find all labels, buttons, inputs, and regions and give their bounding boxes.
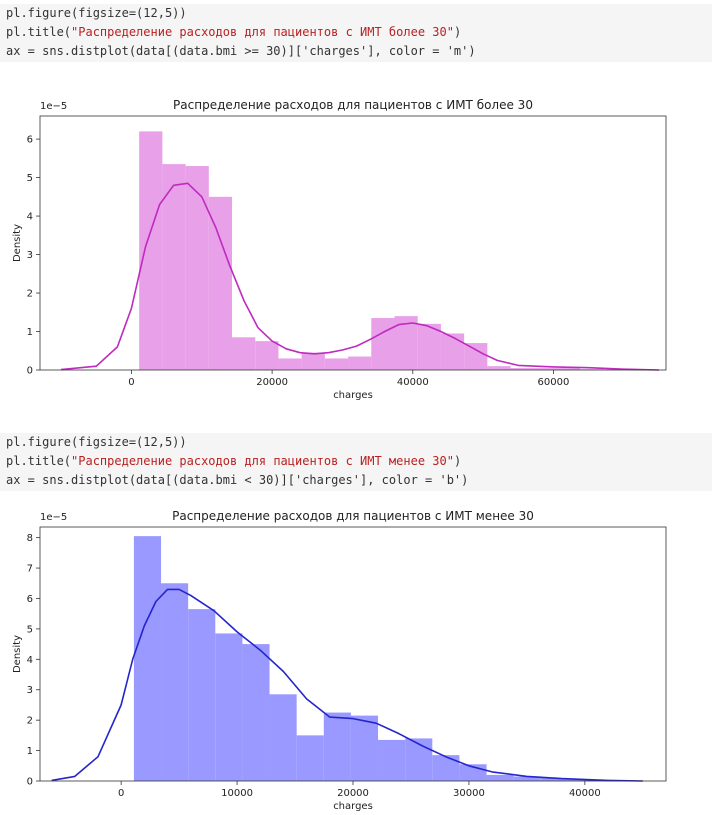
histogram-bar (278, 358, 302, 370)
x-tick-label: 40000 (569, 788, 601, 799)
x-tick-label: 0 (128, 377, 134, 388)
code-cell-1[interactable]: pl.figure(figsize=(12,5)) pl.title("Расп… (0, 4, 712, 62)
y-axis-label: Density (12, 635, 23, 673)
histogram-bar (556, 368, 581, 370)
histogram-bar (323, 712, 351, 781)
histogram-bar (133, 536, 162, 781)
x-tick-label: 0 (118, 788, 124, 799)
code-line: ax = sns.distplot(data[(data.bmi < 30)][… (6, 473, 469, 487)
y-tick-label: 4 (27, 212, 33, 223)
y-tick-label: 1 (27, 746, 33, 757)
plot-frame (39, 115, 667, 371)
histogram-bar (215, 633, 243, 781)
code-line: ax = sns.distplot(data[(data.bmi >= 30)]… (6, 44, 476, 58)
y-tick-label: 0 (27, 777, 33, 788)
histogram-bar (487, 366, 511, 370)
chart-figure-2: Распределение расходов для пациентов с И… (12, 509, 667, 812)
histogram-bar (510, 368, 534, 370)
histogram-bar (440, 333, 465, 370)
scale-label: 1e−5 (40, 101, 67, 112)
histogram-bar (188, 609, 216, 781)
histogram-bar (162, 164, 186, 370)
histogram-bar (486, 774, 514, 781)
kde-line (61, 182, 660, 371)
chart-title: Распределение расходов для пациентов с И… (172, 509, 534, 523)
histogram-bar (232, 337, 256, 370)
scale-label: 1e−5 (40, 512, 67, 523)
y-tick-label: 5 (27, 173, 33, 184)
histogram-bar (533, 368, 557, 370)
y-tick-label: 2 (27, 716, 33, 727)
y-tick-label: 3 (27, 685, 33, 696)
histogram-bar (378, 739, 406, 781)
histogram-bar (208, 196, 233, 370)
x-axis-label: charges (333, 801, 373, 812)
histogram-bar (464, 343, 488, 370)
histogram-bar (185, 166, 209, 370)
x-tick-label: 20000 (337, 788, 369, 799)
chart-figure-1: Распределение расходов для пациентов с И… (12, 98, 667, 401)
x-tick-label: 10000 (221, 788, 253, 799)
y-tick-label: 6 (27, 594, 33, 605)
histogram-bar (161, 583, 189, 781)
histogram-bar (269, 694, 297, 781)
chart-title: Распределение расходов для пациентов с И… (173, 98, 533, 112)
histogram-bar (255, 341, 279, 370)
histogram-bar (242, 644, 270, 781)
y-tick-label: 1 (27, 327, 33, 338)
x-tick-label: 20000 (256, 377, 288, 388)
code-line: pl.figure(figsize=(12,5)) (6, 435, 187, 449)
histogram-bar (139, 131, 163, 370)
histogram-bar (350, 715, 379, 781)
x-tick-label: 40000 (397, 377, 429, 388)
histogram-bar (348, 356, 372, 370)
y-tick-label: 2 (27, 289, 33, 300)
histogram-bar (567, 779, 596, 781)
y-tick-label: 5 (27, 624, 33, 635)
histogram-bar (513, 776, 541, 781)
x-tick-label: 30000 (453, 788, 485, 799)
histogram-bar (432, 755, 460, 781)
histogram-bar (394, 316, 418, 370)
kde-line (51, 588, 643, 782)
histogram-bar (405, 738, 433, 781)
code-line: pl.figure(figsize=(12,5)) (6, 6, 187, 20)
y-axis-label: Density (12, 224, 23, 262)
code-line: pl.title("Распределение расходов для пац… (6, 454, 462, 468)
y-tick-label: 3 (27, 250, 33, 261)
y-tick-label: 0 (27, 366, 33, 377)
y-tick-label: 7 (27, 564, 33, 575)
histogram-bar (324, 358, 349, 370)
code-cell-2[interactable]: pl.figure(figsize=(12,5)) pl.title("Расп… (0, 433, 712, 491)
x-axis-label: charges (333, 390, 373, 401)
y-tick-label: 4 (27, 655, 33, 666)
histogram-bar (417, 323, 441, 370)
histogram-bar (301, 352, 325, 370)
y-tick-label: 6 (27, 135, 33, 146)
x-tick-label: 60000 (538, 377, 570, 388)
histogram-bar (540, 777, 568, 781)
histogram-bar (371, 318, 395, 370)
histogram-bar (296, 735, 324, 781)
code-line: pl.title("Распределение расходов для пац… (6, 25, 462, 39)
y-tick-label: 8 (27, 533, 33, 544)
